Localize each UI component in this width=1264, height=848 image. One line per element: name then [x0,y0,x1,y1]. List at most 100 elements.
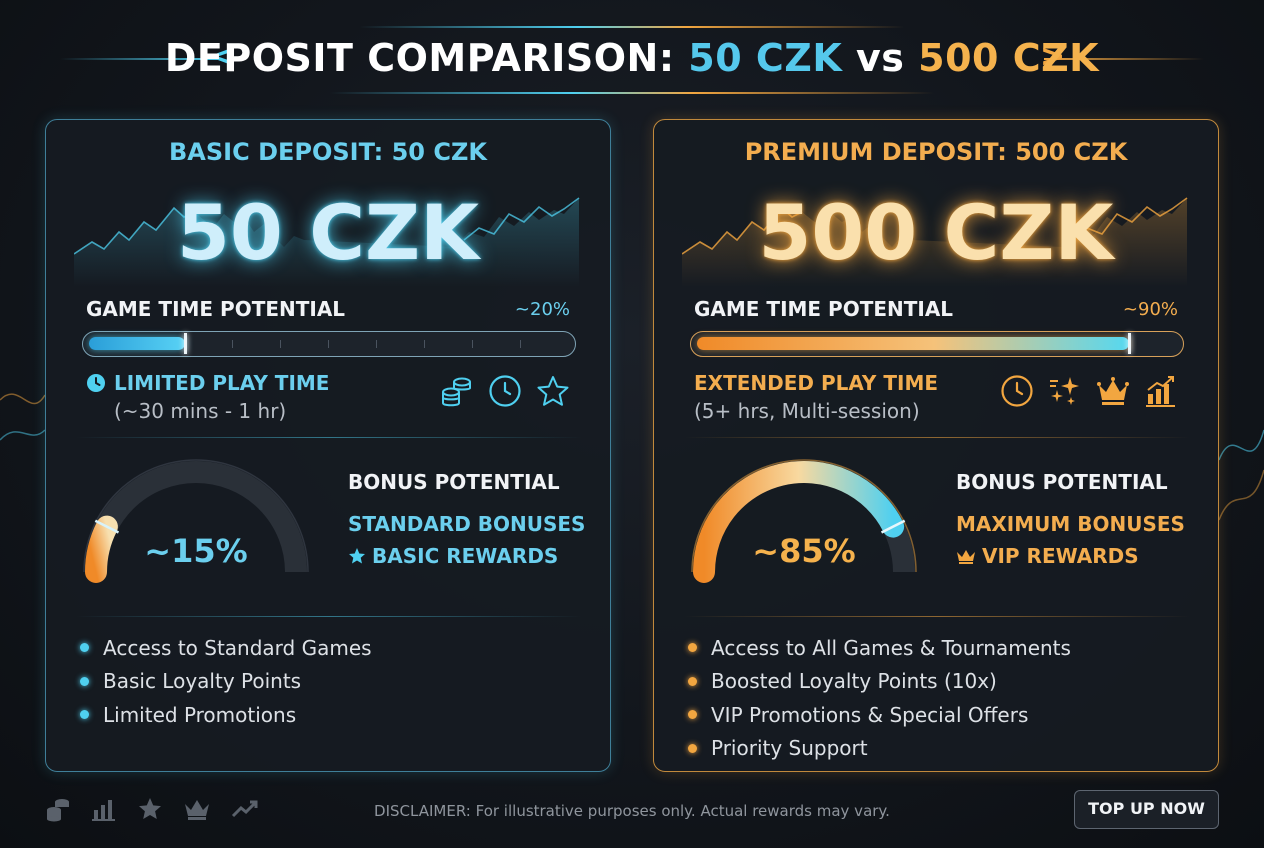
play-time-icons [1000,374,1178,408]
list-item: Limited Promotions [80,698,372,732]
disclaimer-text: DISCLAIMER: For illustrative purposes on… [374,802,890,820]
bonus-type: STANDARD BONUSES [348,512,586,536]
section-divider [684,437,1190,438]
header-line-right [1044,58,1204,60]
bonus-gauge [83,459,309,583]
list-item: Access to All Games & Tournaments [688,631,1071,665]
progress-tick [328,340,329,348]
title-basic-amount: 50 CZK [688,36,843,80]
header-glow-line-top [360,26,904,28]
progress-tick [520,340,521,348]
crown-icon [1097,377,1129,405]
header-line-left [60,58,220,60]
bar-chart-icon [1146,376,1175,407]
crown-icon [185,800,209,820]
clock-icon [1001,375,1033,407]
premium-deposit-card[interactable]: PREMIUM DEPOSIT: 500 CZK 500 CZK GAME TI… [653,119,1219,772]
footer-icon-row [45,796,259,822]
list-item: Priority Support [688,732,1071,766]
bullet-dot [688,710,697,720]
header-glow-line-bottom [330,92,934,94]
basic-deposit-card[interactable]: BASIC DEPOSIT: 50 CZK 50 CZK GAME TIME P… [45,119,611,772]
title-prefix: DEPOSIT COMPARISON: [164,36,675,80]
reward-type: VIP REWARDS [982,544,1139,568]
bonus-type: MAXIMUM BONUSES [956,512,1185,536]
clock-icon [489,375,521,407]
game-time-label: GAME TIME POTENTIAL [86,297,346,321]
section-divider [76,616,582,617]
feature-text: Boosted Loyalty Points (10x) [711,669,997,694]
coins-icon [442,377,471,407]
title-premium-amount: 500 CZK [918,36,1100,80]
game-time-progress-bar [690,331,1184,357]
play-time-icons [440,374,570,408]
deposit-amount: 50 CZK [177,188,479,277]
play-time-label: EXTENDED PLAY TIME [694,371,939,395]
progress-tick [472,340,473,348]
gauge-fill [693,461,905,583]
star-icon [537,376,569,406]
sparkline-graphic [682,197,1188,287]
bar-chart-icon [92,800,115,821]
title-vs: vs [856,36,905,80]
feature-text: Access to Standard Games [103,635,372,660]
bullet-dot [688,676,697,686]
feature-list: Access to All Games & Tournaments Booste… [688,631,1071,765]
reward-type: BASIC REWARDS [372,544,559,568]
section-divider [684,616,1190,617]
star-icon [139,798,161,819]
progress-tick [280,340,281,348]
chevron-right-icon: > [1040,39,1066,74]
card-title: PREMIUM DEPOSIT: 500 CZK [744,138,1128,166]
play-time-block: LIMITED PLAY TIME (~30 mins - 1 hr) [86,371,329,423]
play-time-detail: (~30 mins - 1 hr) [114,399,287,423]
feature-list: Access to Standard Games Basic Loyalty P… [80,631,372,732]
page-title: DEPOSIT COMPARISON: 50 CZK vs 500 CZK [0,36,1264,80]
bullet-dot [80,710,89,720]
star-icon [349,548,365,564]
game-time-percent: ~90% [1122,299,1178,320]
list-item: Access to Standard Games [80,631,372,665]
progress-tick [232,340,233,348]
deposit-amount: 500 CZK [758,188,1114,277]
top-up-button[interactable]: TOP UP NOW [1074,790,1219,829]
play-time-block: EXTENDED PLAY TIME (5+ hrs, Multi-sessio… [694,371,938,423]
progress-fill [697,337,1129,350]
sparkline-graphic [74,197,580,287]
bullet-dot [688,643,697,653]
list-item: Basic Loyalty Points [80,665,372,699]
bonus-title: BONUS POTENTIAL [956,470,1168,494]
card-title: BASIC DEPOSIT: 50 CZK [169,138,487,166]
trend-up-icon [231,800,258,818]
bullet-dot [80,676,89,686]
sparkles-icon [1050,377,1079,405]
play-time-label: LIMITED PLAY TIME [114,371,330,395]
bullet-dot [688,743,697,753]
progress-tick [424,340,425,348]
bullet-dot [80,643,89,653]
bonus-gauge [691,459,917,583]
feature-text: VIP Promotions & Special Offers [711,702,1029,727]
game-time-progress-bar [82,331,576,357]
bonus-title: BONUS POTENTIAL [348,470,560,494]
clock-icon [87,374,105,392]
page-header: < > DEPOSIT COMPARISON: 50 CZK vs 500 CZ… [0,26,1264,94]
play-time-detail: (5+ hrs, Multi-session) [694,399,920,423]
gauge-fill [85,515,118,583]
bonus-gauge-value: ~85% [752,532,856,570]
list-item: Boosted Loyalty Points (10x) [688,665,1071,699]
feature-text: Access to All Games & Tournaments [711,635,1071,660]
bonus-gauge-value: ~15% [144,532,248,570]
gauge-marker [94,519,120,534]
feature-text: Priority Support [711,736,868,761]
feature-text: Limited Promotions [103,702,297,727]
progress-fill [89,337,185,350]
gauge-marker [880,519,906,534]
crown-icon [957,550,975,564]
game-time-percent: ~20% [514,299,570,320]
bonus-potential-block: BONUS POTENTIAL STANDARD BONUSES BASIC R… [348,470,585,568]
game-time-label: GAME TIME POTENTIAL [694,297,954,321]
coins-icon [47,799,69,822]
section-divider [76,437,582,438]
progress-marker [184,333,187,354]
